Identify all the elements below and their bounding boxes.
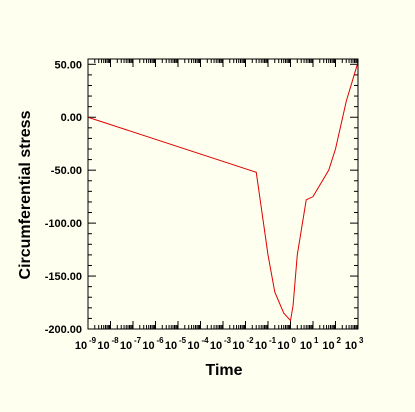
y-tick-label: 0.00 xyxy=(61,112,82,124)
series-layer xyxy=(87,62,359,322)
x-tick-exponent: -9 xyxy=(89,336,97,345)
x-tick-exponent: -3 xyxy=(224,336,232,345)
x-tick-label: 10 xyxy=(75,340,87,352)
x-tick-label: 10 xyxy=(142,340,154,352)
x-tick-exponent: -7 xyxy=(134,336,142,345)
y-tick-label: -150.00 xyxy=(45,271,82,283)
x-tick-exponent: -5 xyxy=(179,336,187,345)
x-tick-exponent: 2 xyxy=(337,336,342,345)
x-axis-title: Time xyxy=(205,362,242,379)
x-tick-label: 10 xyxy=(277,340,289,352)
x-tick-label: 10 xyxy=(120,340,132,352)
x-tick-label: 10 xyxy=(345,340,357,352)
x-tick-label: 10 xyxy=(255,340,267,352)
series-line-1 xyxy=(87,62,359,322)
x-tick-exponent: -2 xyxy=(247,336,255,345)
x-tick-exponent: -8 xyxy=(112,336,120,345)
plot-frame xyxy=(87,58,359,330)
x-tick-label: 10 xyxy=(187,340,199,352)
x-tick-exponent: 3 xyxy=(359,336,364,345)
x-tick-label: 10 xyxy=(210,340,222,352)
y-tick-label: -200.00 xyxy=(45,324,82,336)
x-axis-ticks: 10 -9 10 -8 10 -7 10 -6 10 -5 10 -4 10 -3 10 -2 10 -1 10 0 1… xyxy=(75,59,364,352)
y-axis-title: Circumferential stress xyxy=(17,110,34,279)
x-tick-label: 10 xyxy=(232,340,244,352)
y-tick-label: -100.00 xyxy=(45,218,82,230)
x-tick-label: 10 xyxy=(300,340,312,352)
x-tick-label: 10 xyxy=(165,340,177,352)
y-tick-label: 50.00 xyxy=(54,59,82,71)
x-tick-exponent: -6 xyxy=(157,336,165,345)
x-tick-exponent: 0 xyxy=(292,336,297,345)
x-tick-exponent: -1 xyxy=(269,336,277,345)
x-tick-exponent: 1 xyxy=(314,336,319,345)
x-tick-label: 10 xyxy=(97,340,109,352)
x-tick-label: 10 xyxy=(322,340,334,352)
y-axis-ticks: 50.00 0.00 -50.00 -100.00 -150.00 -200.00 xyxy=(45,59,358,336)
y-tick-label: -50.00 xyxy=(51,165,82,177)
x-tick-exponent: -4 xyxy=(202,336,210,345)
